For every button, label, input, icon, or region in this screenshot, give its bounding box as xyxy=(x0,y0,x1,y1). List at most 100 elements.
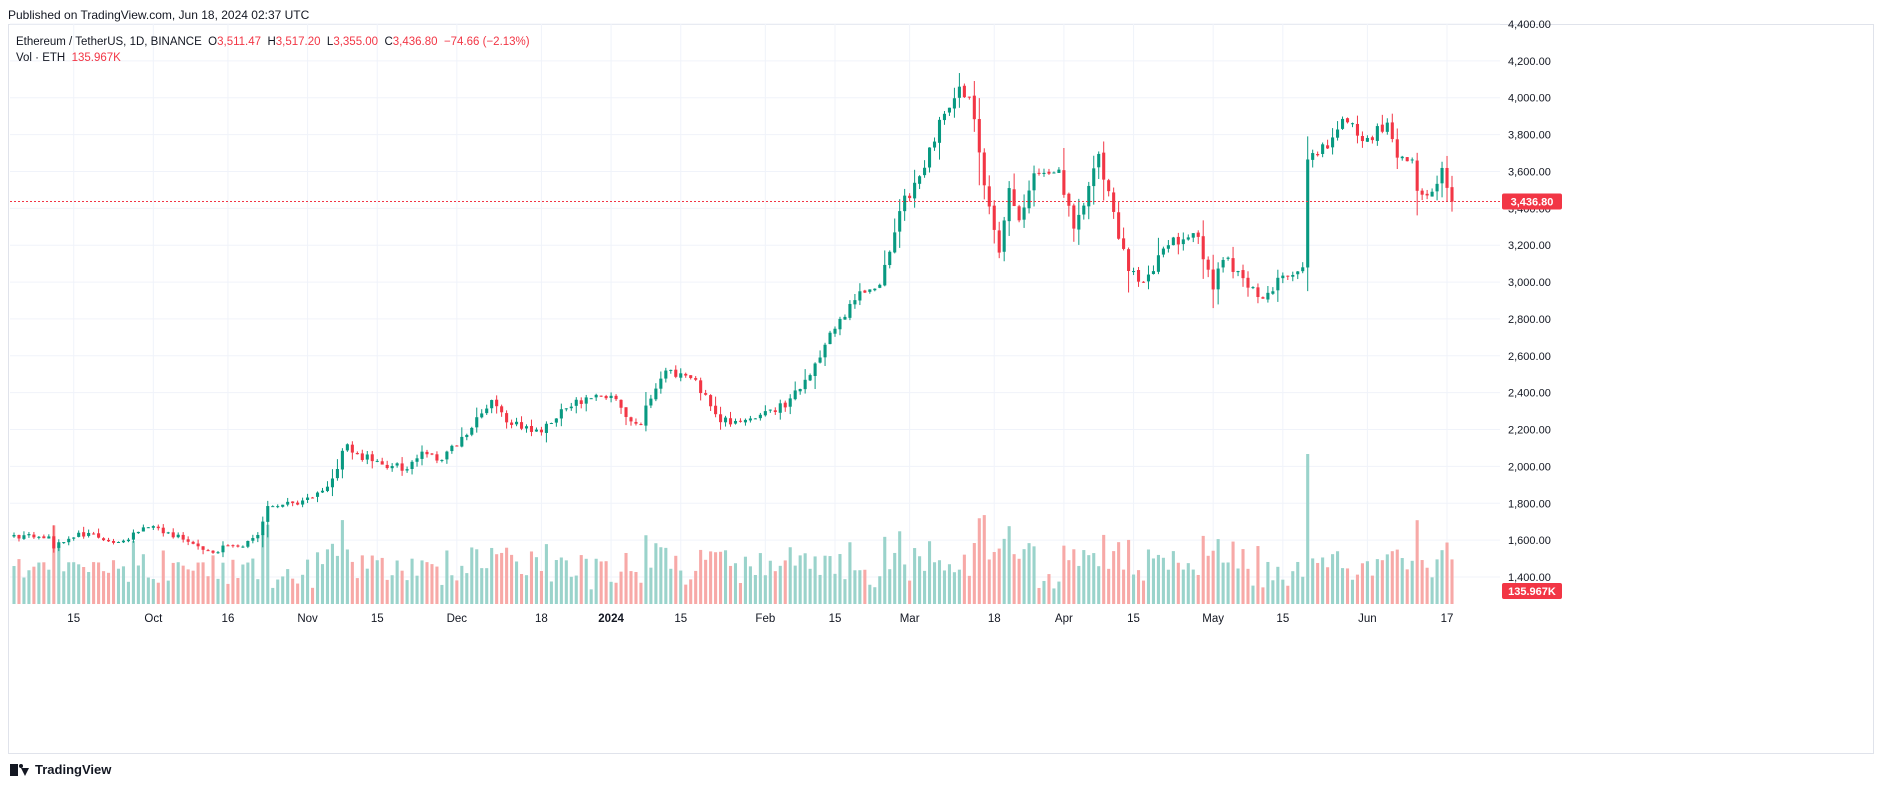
candle-body xyxy=(574,399,578,406)
time-tick-label: 15 xyxy=(674,613,687,625)
volume-bar xyxy=(818,574,822,604)
price-tick-label: 1,600.00 xyxy=(1508,535,1551,547)
candle-body xyxy=(385,464,389,469)
candle-body xyxy=(843,316,847,320)
candle-body xyxy=(420,451,424,459)
volume-bar xyxy=(719,551,723,604)
candle-body xyxy=(92,533,96,535)
volume-bar xyxy=(415,575,419,604)
candle-body xyxy=(928,147,932,168)
candle-body xyxy=(82,532,86,537)
volume-bar xyxy=(579,555,583,604)
candle-body xyxy=(1201,236,1205,260)
legend-close: 3,436.80 xyxy=(392,36,438,48)
candle-body xyxy=(549,423,553,425)
volume-bar xyxy=(1072,549,1076,604)
candle-body xyxy=(1336,129,1340,138)
candle-body xyxy=(1032,173,1036,191)
volume-bar xyxy=(510,554,514,604)
volume-bar xyxy=(221,562,225,604)
candle-body xyxy=(823,344,827,358)
candle-body xyxy=(1117,212,1121,239)
volume-bar xyxy=(1211,550,1215,604)
volume-bar xyxy=(1206,555,1210,604)
candle-body xyxy=(1326,145,1330,149)
volume-bar xyxy=(1385,554,1389,604)
volume-bar xyxy=(102,571,106,604)
candle-body xyxy=(733,420,738,424)
candle-body xyxy=(1340,118,1345,129)
volume-bar xyxy=(1445,542,1449,604)
volume-bar xyxy=(1236,568,1240,604)
volume-bar xyxy=(1122,569,1126,604)
price-tick-label: 4,000.00 xyxy=(1508,93,1551,105)
time-tick-label: 15 xyxy=(1127,613,1140,625)
candle-body xyxy=(1211,269,1215,290)
candle-body xyxy=(743,419,747,423)
candle-body xyxy=(649,398,653,406)
volume-bar xyxy=(1112,551,1116,604)
volume-bar xyxy=(952,572,956,604)
candle-body xyxy=(888,251,892,266)
candle-body xyxy=(97,533,101,538)
candle-body xyxy=(251,538,255,541)
candle-body xyxy=(495,399,499,407)
volume-bar xyxy=(67,562,71,604)
volume-bar xyxy=(276,579,280,604)
volume-bar xyxy=(176,562,180,604)
volume-bar xyxy=(470,547,474,604)
volume-bar xyxy=(435,566,439,604)
candle-body xyxy=(121,540,126,543)
volume-bar xyxy=(614,582,618,604)
time-tick-label: Nov xyxy=(297,613,318,625)
candle-body xyxy=(1176,236,1180,245)
candle-body xyxy=(500,406,504,413)
volume-bar xyxy=(151,579,155,604)
price-tick-label: 2,200.00 xyxy=(1508,425,1551,437)
candle-body xyxy=(803,379,807,390)
candle-body xyxy=(301,500,305,505)
volume-bar xyxy=(306,559,310,604)
candle-body xyxy=(1107,180,1111,192)
volume-bar xyxy=(42,562,46,604)
volume-bar xyxy=(684,584,688,604)
volume-bar xyxy=(584,558,588,604)
volume-bar xyxy=(106,572,111,604)
candle-body xyxy=(345,444,349,451)
volume-bar xyxy=(136,565,140,604)
candle-body xyxy=(1281,275,1285,279)
volume-bar xyxy=(1231,541,1235,604)
candle-body xyxy=(952,98,956,109)
legend-low-label: L xyxy=(326,36,334,48)
candle-body xyxy=(390,466,394,469)
volume-bar xyxy=(908,580,912,604)
last-volume-badge-bg xyxy=(1502,583,1562,599)
candle-body xyxy=(1007,188,1011,222)
volume-bar xyxy=(1136,570,1141,604)
volume-bar xyxy=(201,562,205,604)
volume-bar xyxy=(793,565,797,604)
candle-body xyxy=(236,545,240,547)
candle-body xyxy=(689,375,693,379)
candle-body xyxy=(12,534,16,537)
volume-bar xyxy=(72,562,76,604)
time-tick-label: 15 xyxy=(1276,613,1289,625)
tradingview-brand[interactable]: TradingView xyxy=(10,762,111,777)
volume-bar xyxy=(1420,560,1424,604)
candle-body xyxy=(1231,258,1235,272)
volume-bar xyxy=(375,560,379,604)
volume-bar xyxy=(1057,581,1061,604)
candle-body xyxy=(694,378,698,380)
volume-bar xyxy=(1221,562,1225,604)
candle-body xyxy=(684,373,688,376)
volume-bar xyxy=(888,569,892,604)
volume-bar xyxy=(256,579,260,604)
candle-body xyxy=(1067,193,1071,206)
candle-body xyxy=(918,176,922,184)
volume-bar xyxy=(1087,555,1091,604)
candle-body xyxy=(798,388,802,392)
volume-bar xyxy=(858,570,862,604)
volume-bar xyxy=(564,560,568,604)
volume-bar xyxy=(1047,574,1051,604)
